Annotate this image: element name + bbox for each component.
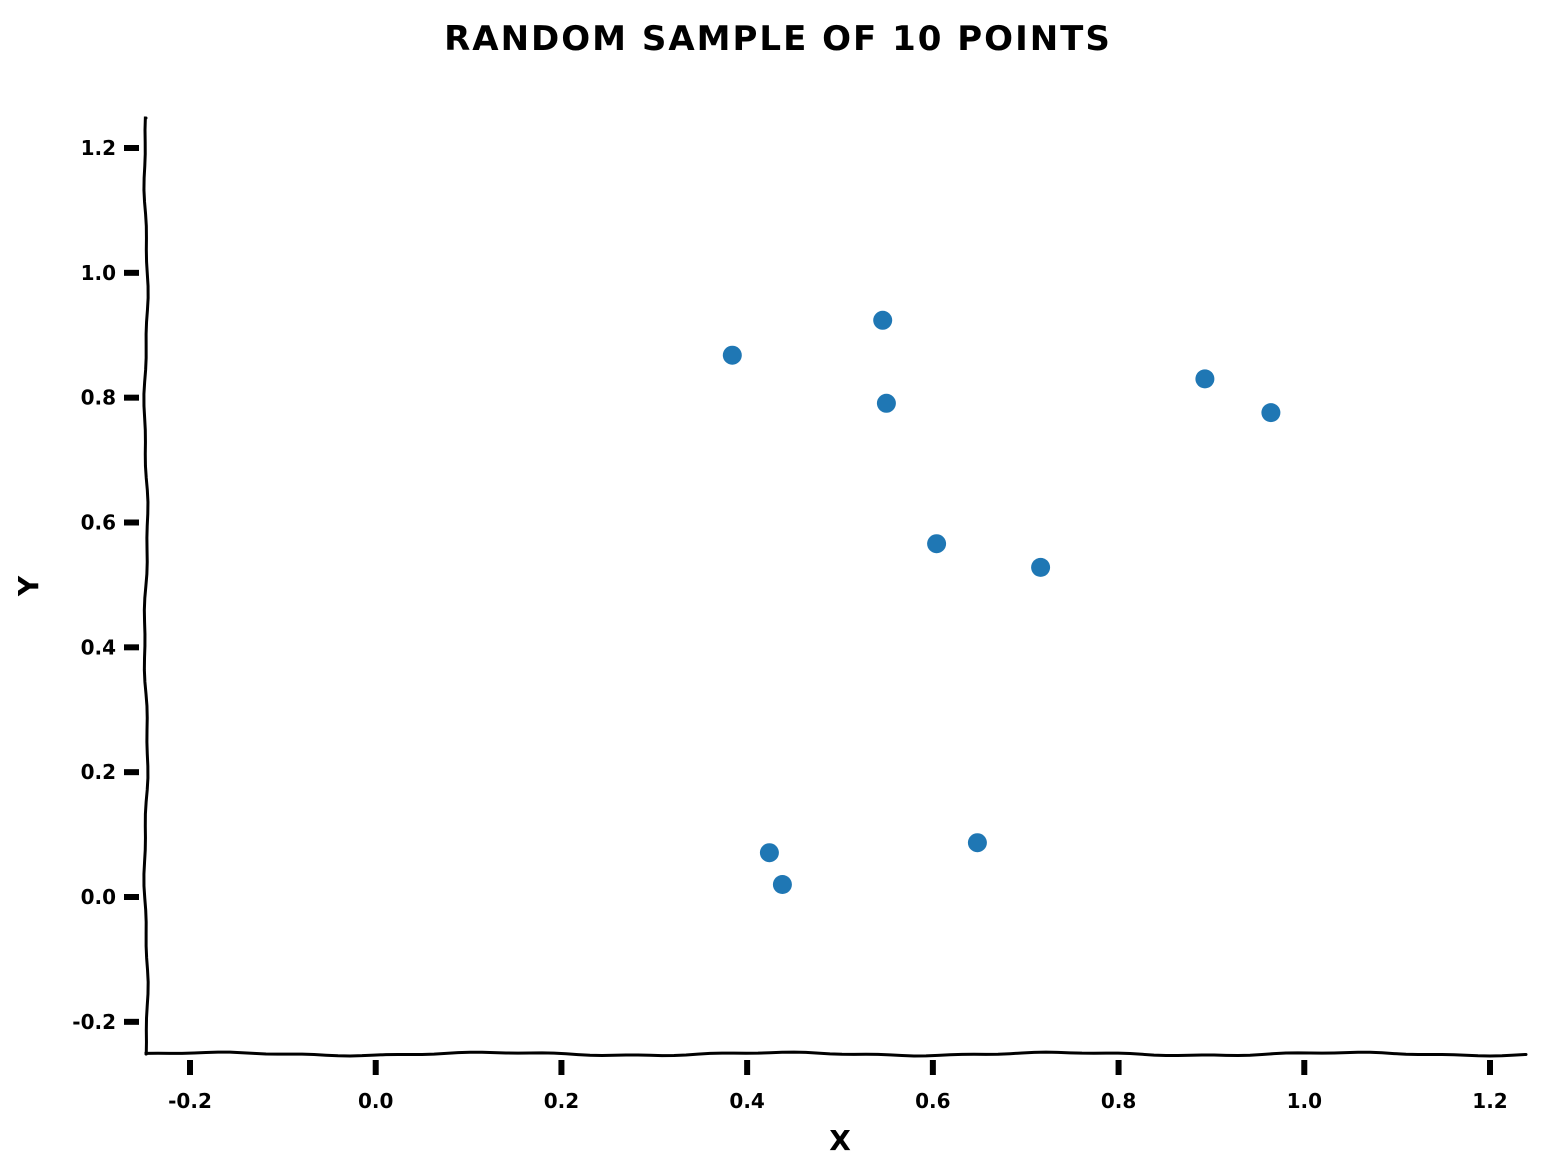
x-tick-label: 0.2 — [544, 1089, 579, 1113]
y-ticks: -0.2 0.0 0.2 0.4 0.6 0.8 1.0 1.2 — [72, 136, 139, 1034]
x-ticks: -0.2 0.0 0.2 0.4 0.6 0.8 1.0 1.2 — [168, 1060, 1508, 1113]
scatter-point — [1195, 369, 1215, 389]
x-tick-label: 0.4 — [729, 1089, 764, 1113]
x-axis-line — [144, 1050, 1528, 1058]
y-tick-label: 0.0 — [81, 885, 116, 909]
x-tick-label: -0.2 — [168, 1089, 212, 1113]
y-tick-label: 1.0 — [81, 261, 116, 285]
x-axis-label: X — [829, 1124, 851, 1157]
scatter-point — [772, 875, 792, 894]
chart-title: RANDOM SAMPLE OF 10 POINTS — [444, 19, 1112, 59]
scatter-point — [759, 843, 779, 863]
scatter-point — [1031, 557, 1051, 577]
y-tick-label: 0.8 — [81, 386, 116, 410]
scatter-point — [1261, 403, 1281, 423]
scatter-point — [873, 310, 893, 330]
y-tick-label: -0.2 — [72, 1010, 116, 1034]
y-tick-label: 0.4 — [81, 635, 116, 659]
scatter-point — [967, 833, 987, 853]
y-tick-label: 0.6 — [81, 511, 116, 535]
y-tick-label: 0.2 — [81, 760, 116, 784]
x-tick-label: 0.0 — [358, 1089, 393, 1113]
y-axis-label: Y — [12, 575, 45, 597]
scatter-point — [722, 345, 742, 365]
x-tick-label: 0.6 — [915, 1089, 950, 1113]
y-tick-label: 1.2 — [81, 136, 116, 160]
x-tick-label: 0.8 — [1101, 1089, 1136, 1113]
x-tick-label: 1.0 — [1287, 1089, 1322, 1113]
data-points — [722, 310, 1281, 894]
scatter-point — [927, 534, 947, 554]
scatter-point — [876, 393, 896, 413]
x-tick-label: 1.2 — [1472, 1089, 1507, 1113]
y-axis-line — [142, 116, 150, 1056]
